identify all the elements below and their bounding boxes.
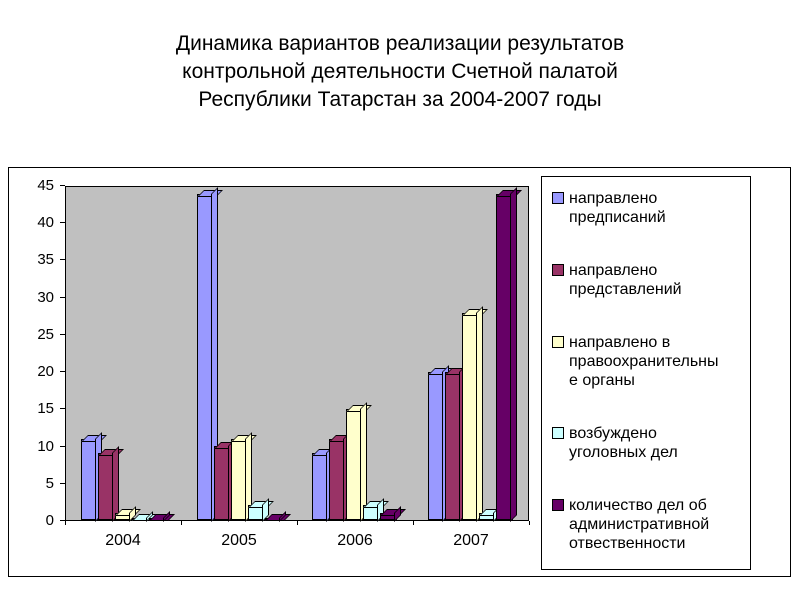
bar <box>98 453 116 520</box>
y-axis-label: 0 <box>45 512 54 529</box>
legend-item: количество дел об административной отвес… <box>552 496 744 553</box>
x-axis-tick <box>65 521 66 525</box>
legend-color-swatch <box>552 192 564 204</box>
bar-group-2005 <box>182 187 298 520</box>
y-axis: 0 5 10 15 20 25 30 35 40 45 <box>9 178 65 529</box>
x-axis-label: 2004 <box>105 532 141 549</box>
legend-item: направлено в правоохранительные органы <box>552 333 744 390</box>
y-axis-label: 15 <box>37 400 54 418</box>
plot-area <box>65 186 529 521</box>
bar <box>149 518 167 520</box>
y-axis-label: 5 <box>45 474 54 492</box>
bar <box>444 372 462 520</box>
bar-group-2007 <box>413 187 529 520</box>
bar <box>264 518 282 520</box>
y-axis-tick <box>60 482 65 484</box>
chart-title-line: Динамика вариантов реализации результато… <box>175 32 625 55</box>
legend: направлено предписаний направлено предста… <box>541 176 751 570</box>
legend-label: количество дел об административной отвес… <box>569 497 710 552</box>
x-axis-label: 2005 <box>221 532 257 549</box>
y-axis-tick <box>60 185 65 186</box>
y-axis-tick <box>60 222 65 224</box>
y-axis-tick <box>60 371 65 373</box>
x-axis-tick <box>297 521 298 525</box>
bar <box>132 518 150 520</box>
bar <box>230 438 248 520</box>
bar <box>380 512 398 520</box>
x-axis-tick <box>413 521 414 525</box>
legend-item: направлено предписаний <box>552 189 744 227</box>
legend-color-swatch <box>552 499 564 511</box>
y-axis-tick <box>60 520 65 521</box>
bar <box>495 194 513 520</box>
bar <box>213 446 231 520</box>
y-axis-tick <box>60 445 65 447</box>
y-axis-tick <box>60 259 65 261</box>
x-axis-label: 2007 <box>453 532 489 549</box>
y-axis-label: 45 <box>37 177 54 194</box>
y-axis-tick <box>60 296 65 298</box>
x-axis-tick <box>529 521 530 525</box>
legend-item: направлено представлений <box>552 261 744 299</box>
bar <box>312 453 330 520</box>
legend-color-swatch <box>552 264 564 276</box>
legend-label: направлено в правоохранительные органы <box>569 334 719 389</box>
bar-group-2006 <box>297 187 413 520</box>
bar <box>427 372 445 520</box>
legend-label: направлено представлений <box>569 262 682 298</box>
legend-item: возбуждено уголовных дел <box>552 424 744 462</box>
bar <box>81 438 99 520</box>
y-axis-label: 10 <box>37 437 54 455</box>
bar <box>346 409 364 520</box>
bar <box>115 512 133 520</box>
chart-title: Динамика вариантов реализации результато… <box>0 30 800 114</box>
x-axis-label: 2006 <box>337 532 373 549</box>
bar <box>247 505 265 520</box>
y-axis-tick <box>60 333 65 335</box>
bar <box>363 505 381 520</box>
y-axis-label: 35 <box>37 251 54 269</box>
bar <box>196 194 214 520</box>
chart-title-line: контрольной деятельности Счетной палатой <box>182 60 618 83</box>
legend-color-swatch <box>552 427 564 439</box>
y-axis-label: 40 <box>37 214 54 232</box>
bar <box>478 512 496 520</box>
y-axis-label: 25 <box>37 325 54 343</box>
legend-color-swatch <box>552 336 564 348</box>
x-axis: 2004 2005 2006 2007 <box>65 532 529 550</box>
bar-group-2004 <box>66 187 182 520</box>
x-axis-tick <box>181 521 182 525</box>
bar <box>329 438 347 520</box>
bar <box>461 312 479 520</box>
legend-label: возбуждено уголовных дел <box>569 425 678 461</box>
chart-title-line: Республики Татарстан за 2004-2007 годы <box>198 88 602 111</box>
y-axis-label: 20 <box>37 363 54 381</box>
chart-frame: 0 5 10 15 20 25 30 35 40 45 2004 2005 2006 2007 напр… <box>8 167 791 577</box>
y-axis-tick <box>60 408 65 410</box>
y-axis-label: 30 <box>37 288 54 306</box>
legend-label: направлено предписаний <box>569 190 666 226</box>
